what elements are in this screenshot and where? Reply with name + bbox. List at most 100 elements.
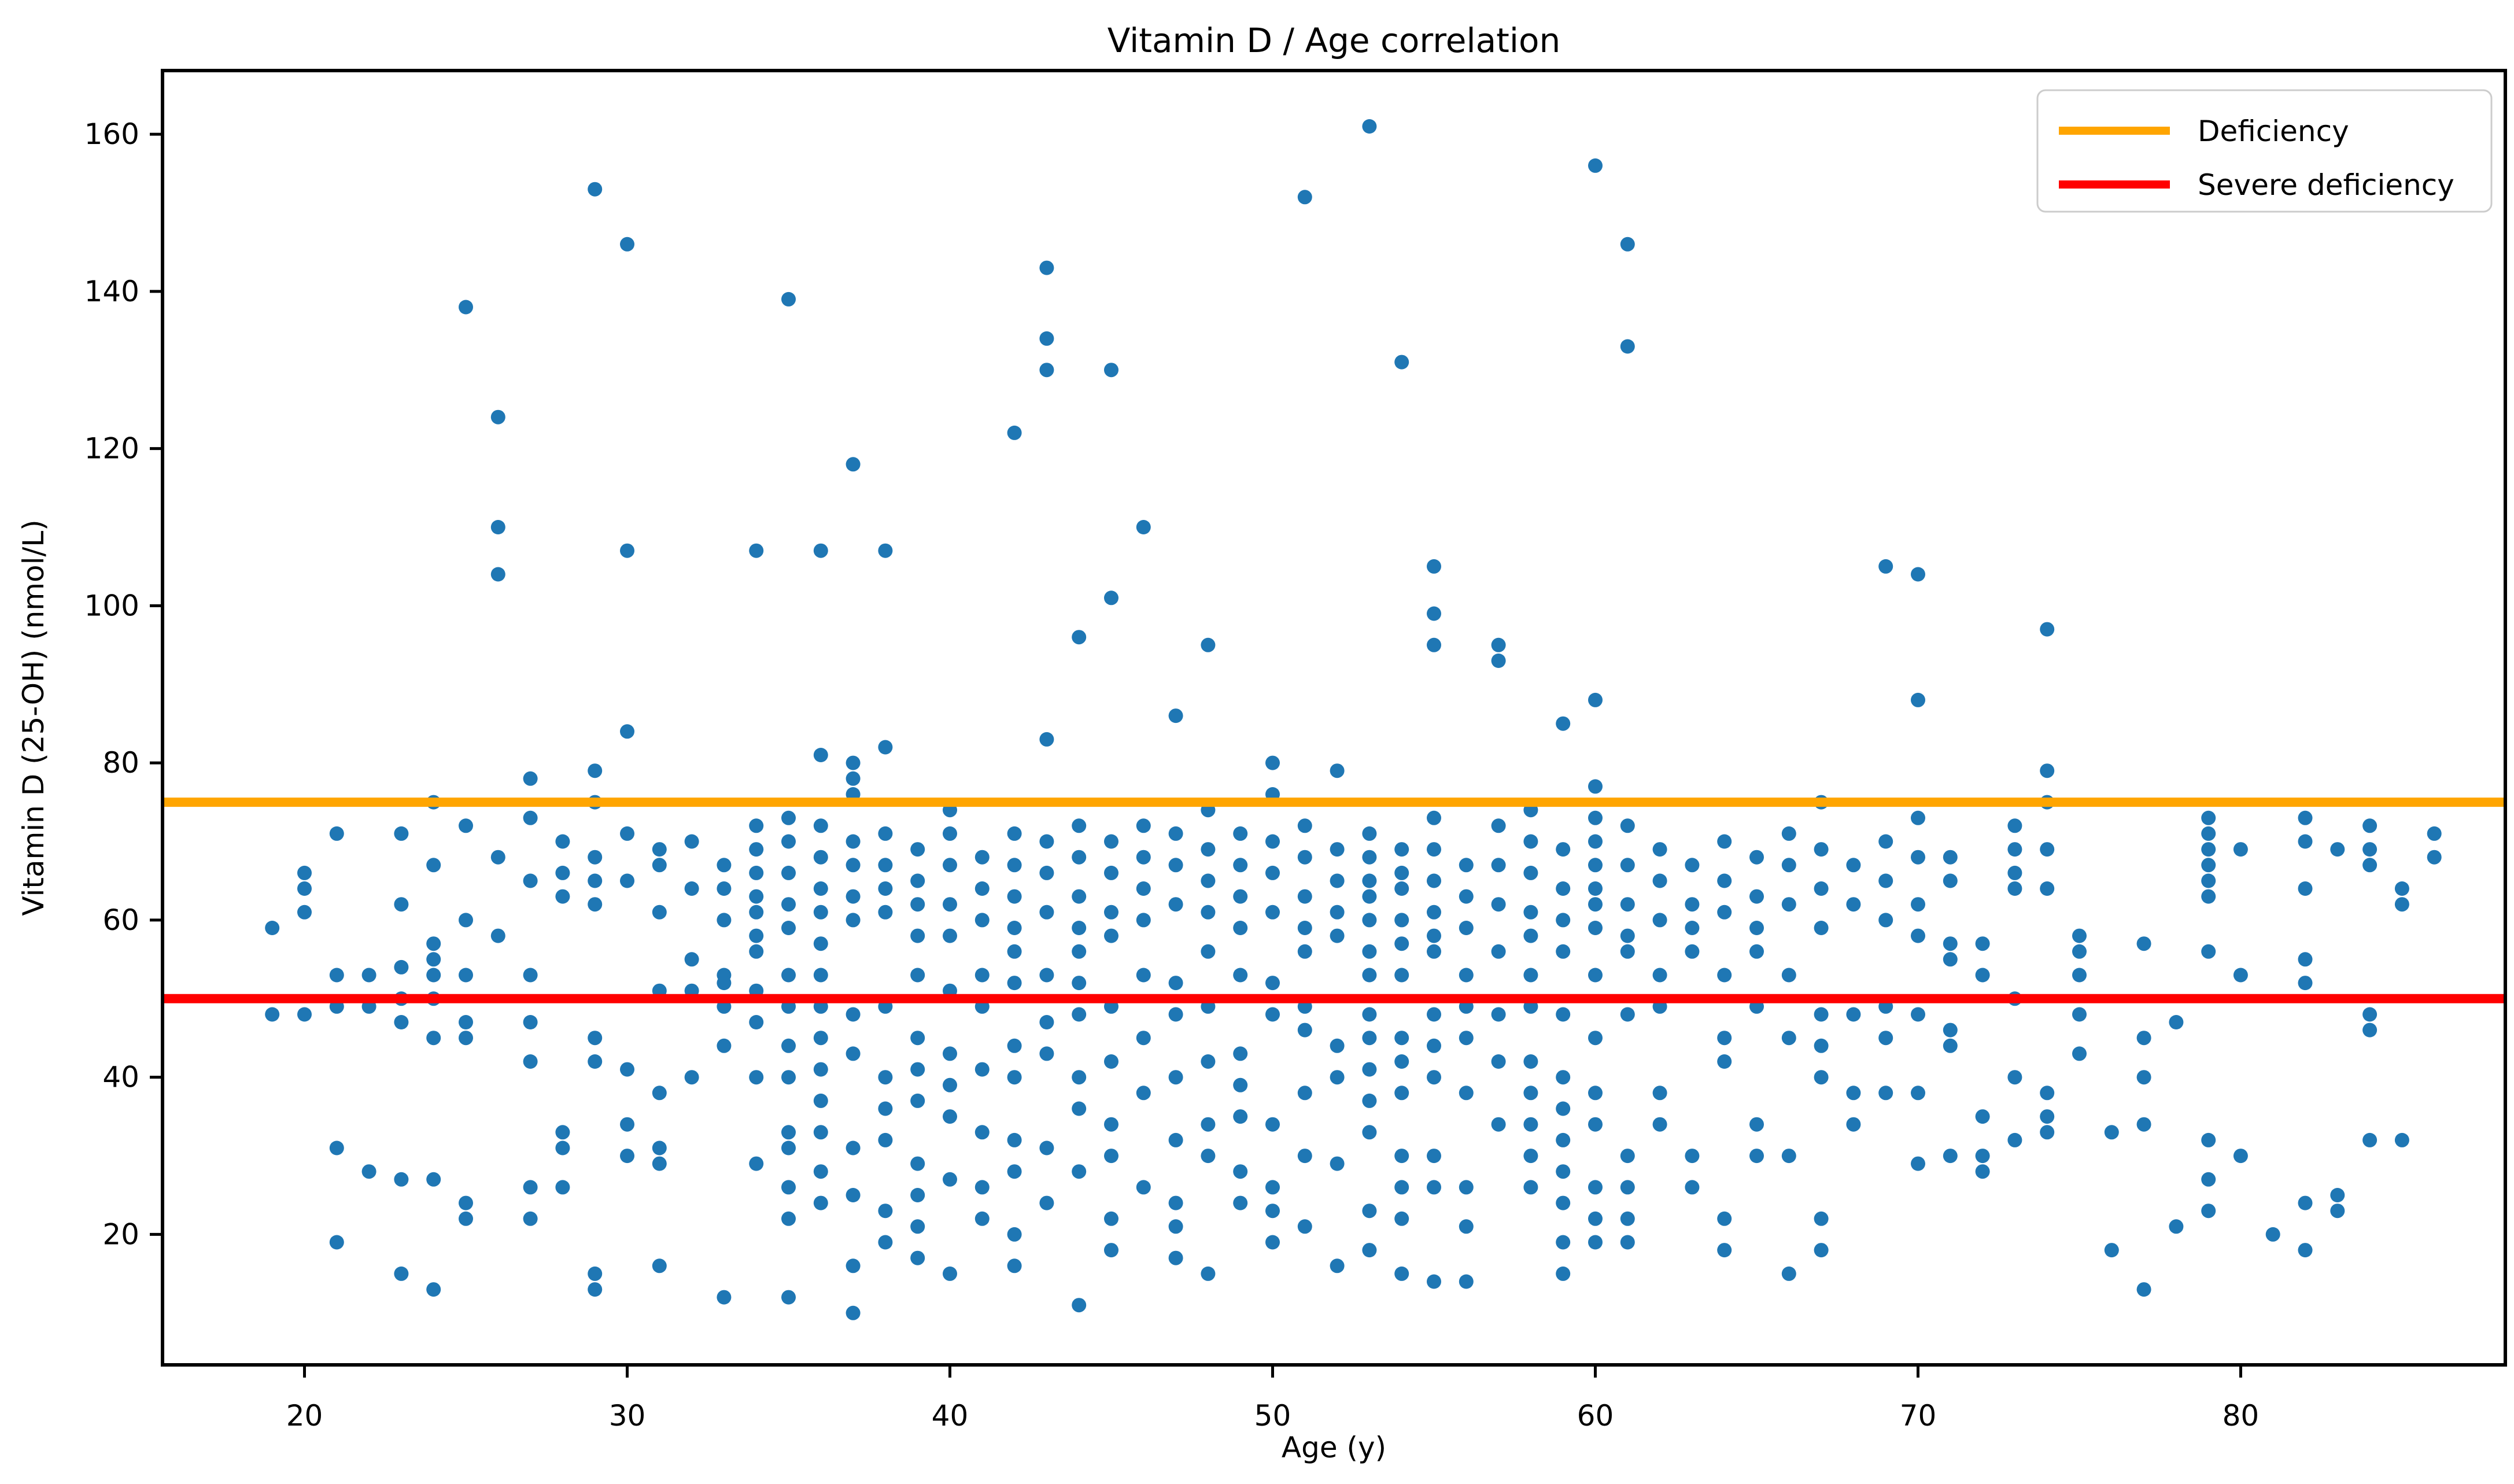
- scatter-point: [1297, 944, 1312, 959]
- scatter-point: [1104, 1211, 1118, 1226]
- scatter-point: [1878, 1031, 1893, 1046]
- scatter-point: [1781, 968, 1796, 983]
- scatter-point: [1233, 1046, 1248, 1061]
- scatter-point: [2233, 842, 2248, 857]
- scatter-point: [1297, 818, 1312, 833]
- scatter-point: [974, 1211, 990, 1226]
- scatter-point: [1394, 936, 1409, 951]
- scatter-point: [1588, 1211, 1603, 1226]
- scatter-point: [2040, 1086, 2055, 1101]
- scatter-point: [1233, 858, 1248, 873]
- scatter-point: [2136, 1031, 2151, 1046]
- scatter-point: [1427, 944, 1441, 959]
- legend-label-severe-deficiency: Severe deficiency: [2198, 168, 2454, 202]
- scatter-point: [749, 842, 764, 857]
- scatter-point: [329, 1140, 344, 1156]
- scatter-point: [1620, 1211, 1635, 1226]
- scatter-point: [1523, 968, 1538, 983]
- scatter-point: [1427, 842, 1441, 857]
- scatter-point: [2201, 944, 2216, 959]
- scatter-point: [1136, 1031, 1151, 1046]
- scatter-point: [846, 457, 861, 472]
- plot-border: [161, 69, 2507, 1367]
- scatter-point: [620, 237, 634, 252]
- scatter-point: [943, 826, 957, 841]
- scatter-point: [1588, 834, 1603, 849]
- scatter-point: [1007, 1132, 1022, 1147]
- scatter-point: [394, 897, 409, 912]
- scatter-point: [1007, 1227, 1022, 1242]
- scatter-point: [974, 881, 990, 896]
- scatter-point: [749, 1015, 764, 1029]
- scatter-point: [2427, 826, 2442, 841]
- scatter-point: [813, 1164, 828, 1179]
- scatter-point: [749, 818, 764, 833]
- scatter-point: [1297, 889, 1312, 904]
- y-tick-label: 160: [84, 117, 139, 151]
- legend-label-deficiency: Deficiency: [2198, 115, 2349, 148]
- scatter-point: [974, 913, 990, 928]
- y-tick-label: 60: [102, 903, 139, 937]
- scatter-point: [1362, 1243, 1377, 1258]
- scatter-point: [781, 865, 796, 880]
- scatter-point: [1362, 119, 1377, 134]
- scatter-point: [781, 1290, 796, 1305]
- scatter-point: [459, 1211, 473, 1226]
- scatter-point: [717, 881, 732, 896]
- scatter-point: [749, 944, 764, 959]
- scatter-point: [2040, 622, 2055, 637]
- scatter-point: [1814, 1038, 1829, 1053]
- scatter-point: [1556, 1101, 1571, 1116]
- scatter-point: [878, 1132, 893, 1147]
- scatter-point: [813, 818, 828, 833]
- scatter-point: [1330, 1070, 1345, 1085]
- scatter-point: [1201, 905, 1216, 920]
- scatter-point: [878, 881, 893, 896]
- scatter-point: [1168, 1132, 1183, 1147]
- scatter-point: [1685, 858, 1700, 873]
- scatter-point: [1588, 1086, 1603, 1101]
- scatter-point: [1168, 1070, 1183, 1085]
- scatter-point: [1685, 897, 1700, 912]
- scatter-point: [1943, 1022, 1958, 1038]
- scatter-point: [2330, 842, 2345, 857]
- scatter-point: [652, 842, 667, 857]
- scatter-point: [1007, 1070, 1022, 1085]
- scatter-point: [684, 881, 699, 896]
- scatter-point: [878, 543, 893, 558]
- scatter-point: [1297, 190, 1312, 205]
- scatter-point: [943, 1109, 957, 1124]
- scatter-point: [846, 1140, 861, 1156]
- scatter-point: [910, 1250, 925, 1265]
- scatter-point: [1556, 1164, 1571, 1179]
- scatter-point: [297, 1007, 312, 1022]
- scatter-point: [2072, 928, 2087, 943]
- scatter-point: [329, 1235, 344, 1250]
- scatter-point: [974, 968, 990, 983]
- scatter-point: [813, 1125, 828, 1140]
- scatter-point: [1394, 1086, 1409, 1101]
- scatter-point: [652, 1086, 667, 1101]
- scatter-point: [1652, 968, 1667, 983]
- scatter-point: [1233, 921, 1248, 935]
- scatter-point: [1201, 1054, 1216, 1069]
- scatter-point: [1685, 1180, 1700, 1195]
- scatter-point: [1943, 952, 1958, 967]
- scatter-point: [2136, 1282, 2151, 1297]
- scatter-point: [1427, 606, 1441, 621]
- x-tick-label: 50: [1254, 1399, 1291, 1433]
- scatter-point: [1878, 913, 1893, 928]
- scatter-point: [1168, 1219, 1183, 1234]
- scatter-point: [846, 1007, 861, 1022]
- scatter-point: [1588, 1031, 1603, 1046]
- scatter-point: [1459, 968, 1474, 983]
- scatter-point: [1233, 968, 1248, 983]
- scatter-point: [910, 1031, 925, 1046]
- scatter-point: [1039, 968, 1054, 983]
- scatter-point: [749, 865, 764, 880]
- scatter-point: [1749, 889, 1764, 904]
- scatter-point: [490, 567, 505, 582]
- scatter-point: [910, 928, 925, 943]
- scatter-point: [1717, 1211, 1732, 1226]
- scatter-point: [1556, 913, 1571, 928]
